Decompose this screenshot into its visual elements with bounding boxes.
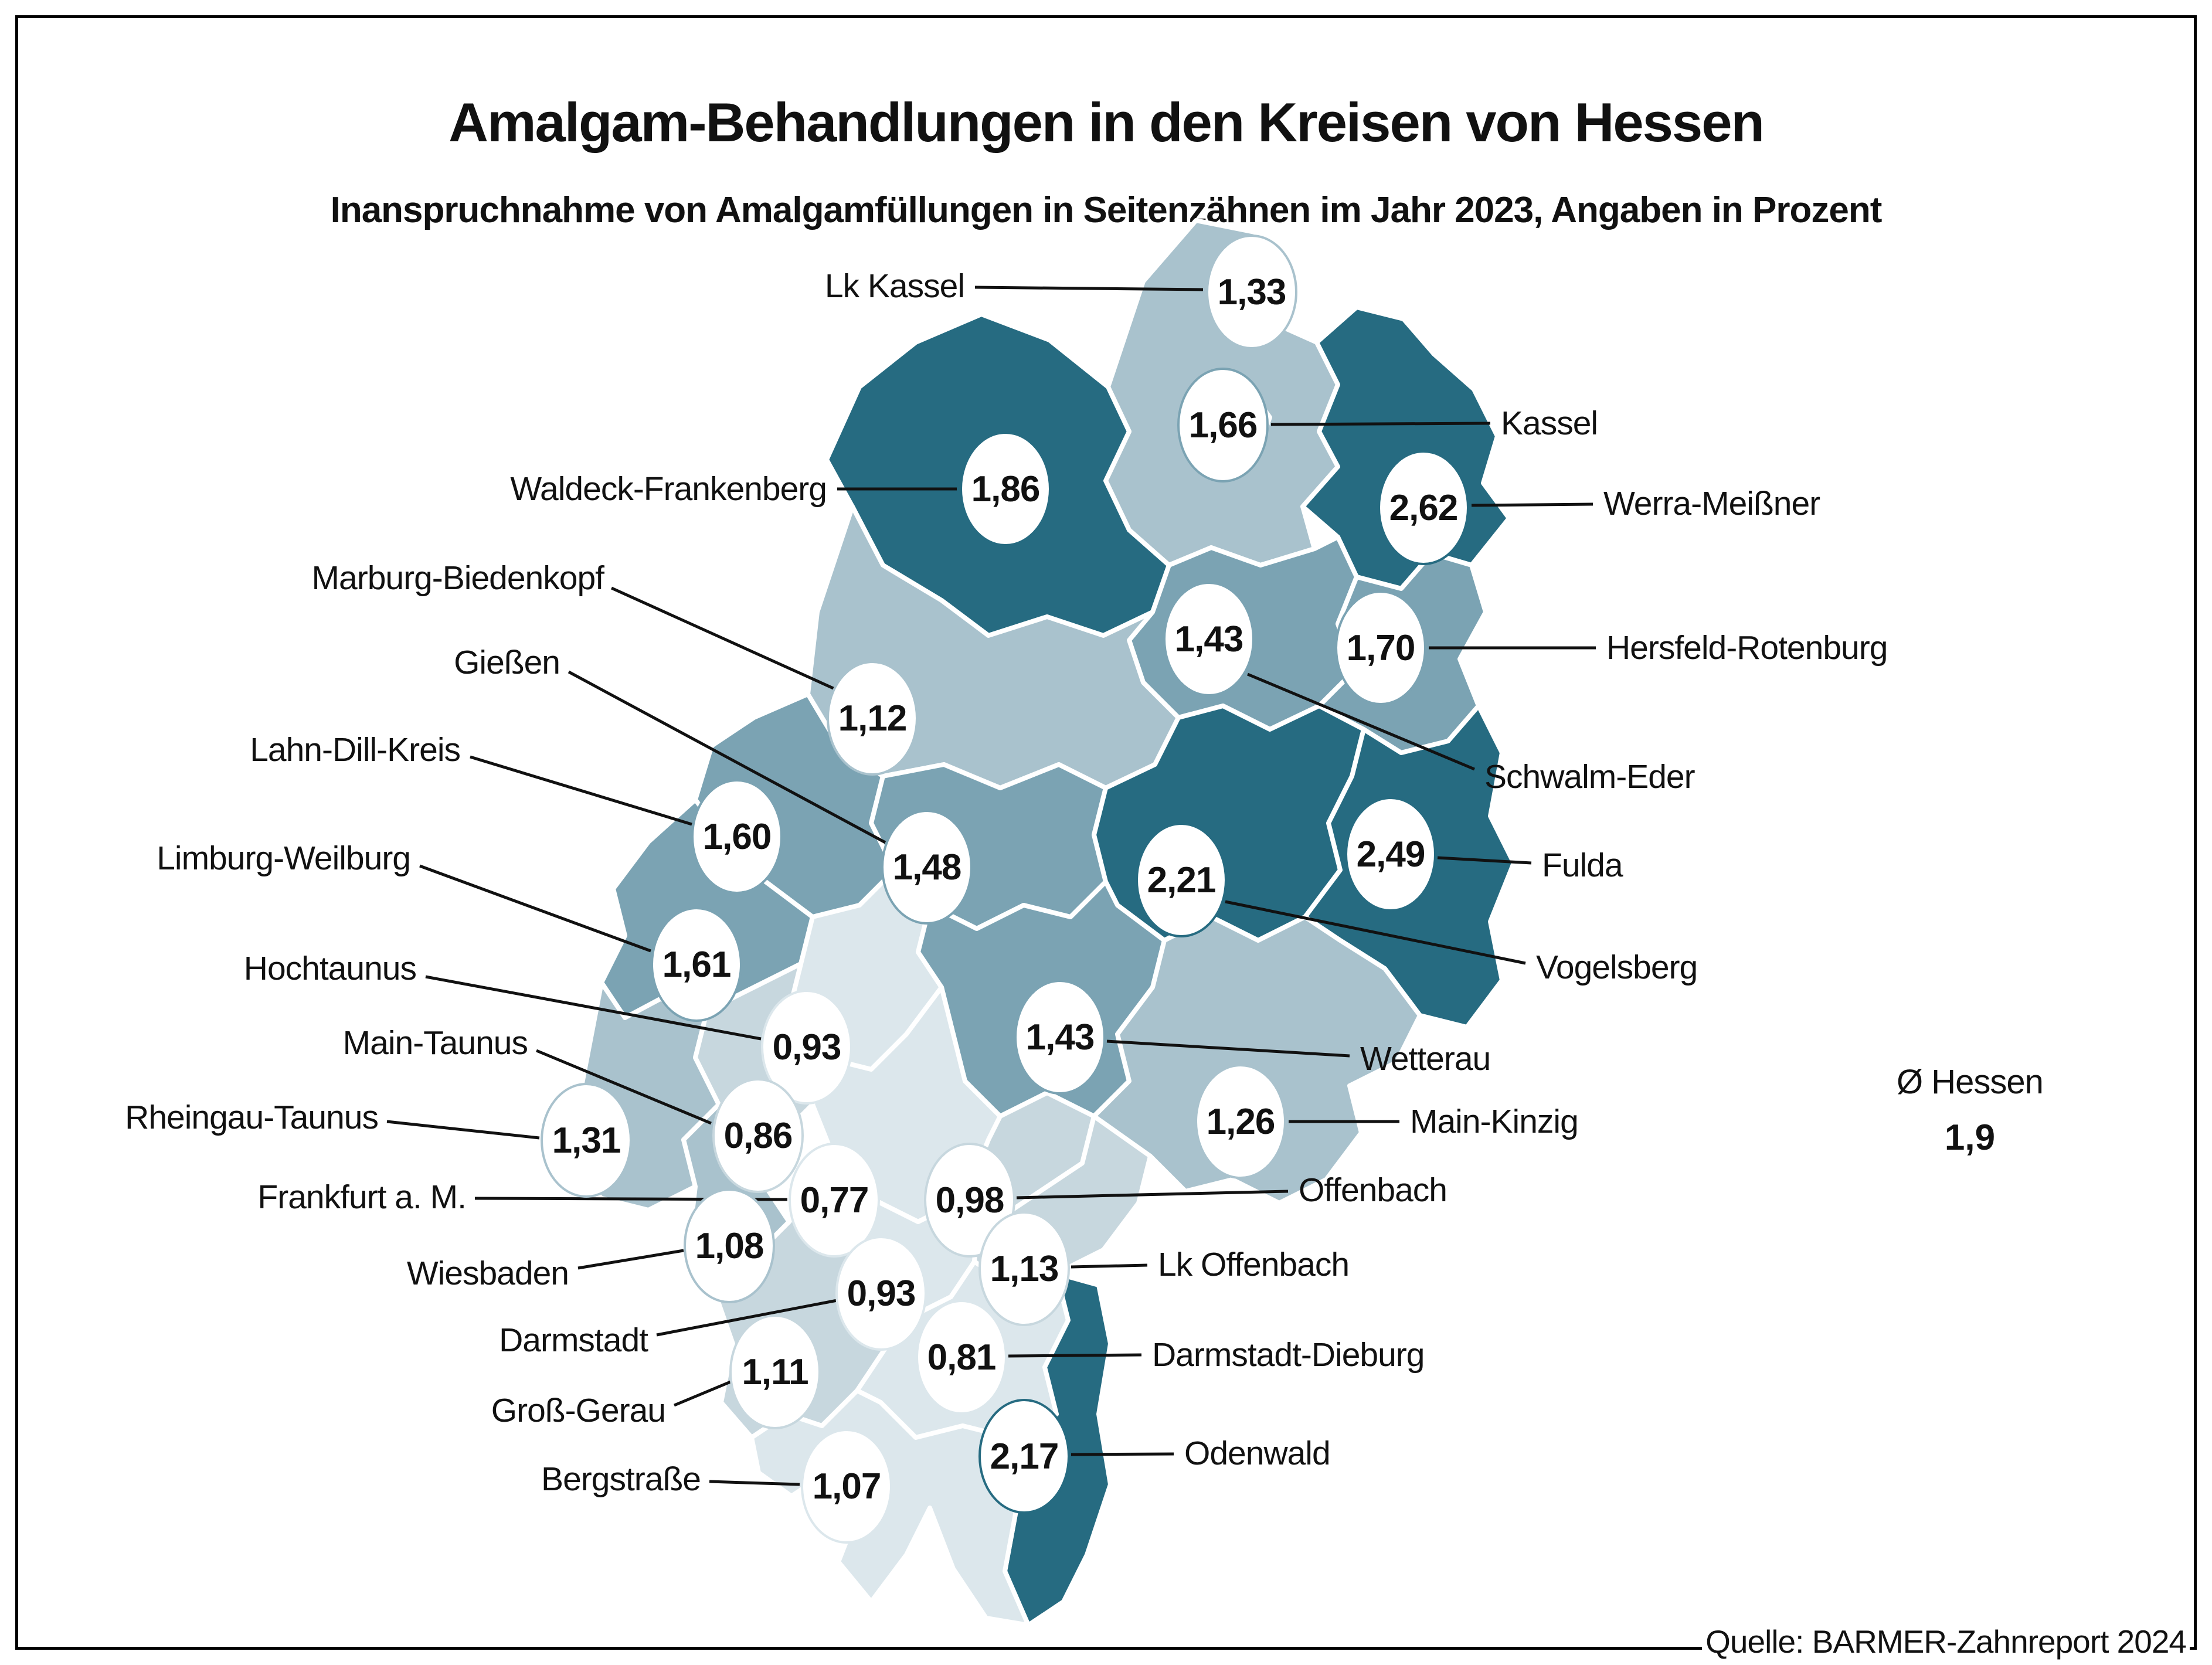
district-label-frankfurt: Frankfurt a. M. (257, 1178, 467, 1216)
value-badge-wiesbaden: 1,08 (684, 1188, 775, 1303)
district-label-gross-gerau: Groß-Gerau (491, 1392, 666, 1429)
value-badge-frankfurt: 0,77 (789, 1143, 880, 1258)
district-label-main-kinzig: Main-Kinzig (1410, 1103, 1579, 1140)
district-label-waldeck-frankenberg: Waldeck-Frankenberg (510, 470, 827, 508)
district-label-wiesbaden: Wiesbaden (406, 1255, 569, 1292)
district-label-wetterau: Wetterau (1360, 1040, 1491, 1078)
value-badge-bergstrasse: 1,07 (801, 1429, 892, 1544)
district-label-kassel: Kassel (1501, 405, 1598, 442)
value-badge-main-taunus: 0,86 (712, 1078, 804, 1193)
district-label-darmstadt-dieburg: Darmstadt-Dieburg (1152, 1336, 1425, 1374)
district-label-main-taunus: Main-Taunus (342, 1024, 528, 1062)
value-badge-wetterau: 1,43 (1014, 980, 1106, 1095)
value-badge-limburg-weilburg: 1,61 (651, 907, 742, 1022)
value-badge-lk-kassel: 1,33 (1206, 235, 1297, 349)
value-badge-darmstadt: 0,93 (835, 1236, 927, 1351)
district-label-werra-meissner: Werra-Meißner (1603, 485, 1820, 522)
district-label-lahn-dill-kreis: Lahn-Dill-Kreis (250, 731, 461, 769)
value-badge-lahn-dill-kreis: 1,60 (691, 779, 783, 894)
state-average-value: 1,9 (1944, 1117, 1996, 1158)
district-label-darmstadt: Darmstadt (499, 1321, 648, 1359)
value-badge-giessen: 1,48 (881, 810, 973, 925)
state-average: Ø Hessen 1,9 (1835, 1062, 2105, 1158)
district-label-fulda: Fulda (1542, 847, 1623, 884)
district-label-rheingau-taunus: Rheingau-Taunus (125, 1099, 379, 1136)
district-label-marburg-biedenkopf: Marburg-Biedenkopf (311, 559, 604, 597)
value-badge-vogelsberg: 2,21 (1136, 823, 1227, 937)
district-label-hersfeld-rotenburg: Hersfeld-Rotenburg (1606, 629, 1888, 667)
value-badge-kassel: 1,66 (1177, 368, 1269, 482)
district-label-lk-offenbach: Lk Offenbach (1158, 1246, 1350, 1283)
district-label-vogelsberg: Vogelsberg (1536, 949, 1698, 986)
page-subtitle: Inanspruchnahme von Amalgamfüllungen in … (330, 190, 1883, 231)
value-badge-main-kinzig: 1,26 (1195, 1064, 1286, 1179)
district-label-lk-kassel: Lk Kassel (824, 267, 965, 305)
value-badge-rheingau-taunus: 1,31 (541, 1083, 632, 1198)
district-label-schwalm-eder: Schwalm-Eder (1484, 758, 1695, 796)
page-title: Amalgam-Behandlungen in den Kreisen von … (448, 91, 1765, 153)
district-label-bergstrasse: Bergstraße (541, 1460, 701, 1498)
value-badge-werra-meissner: 2,62 (1378, 450, 1469, 565)
value-badge-marburg-biedenkopf: 1,12 (827, 661, 918, 776)
value-badge-fulda: 2,49 (1345, 797, 1436, 912)
value-badge-odenwald: 2,17 (978, 1399, 1070, 1514)
state-average-label: Ø Hessen (1897, 1063, 2044, 1101)
district-label-limburg-weilburg: Limburg-Weilburg (157, 840, 411, 877)
district-label-offenbach: Offenbach (1299, 1171, 1448, 1209)
district-label-hochtaunus: Hochtaunus (243, 950, 417, 987)
value-badge-gross-gerau: 1,11 (729, 1314, 821, 1429)
value-badge-hersfeld-rotenburg: 1,70 (1335, 590, 1426, 705)
value-badge-schwalm-eder: 1,43 (1163, 582, 1255, 696)
district-label-odenwald: Odenwald (1184, 1435, 1331, 1472)
source-credit: Quelle: BARMER-Zahnreport 2024 (1702, 1622, 2190, 1661)
value-badge-darmstadt-dieburg: 0,81 (916, 1300, 1007, 1415)
value-badge-waldeck-frankenberg: 1,86 (960, 431, 1051, 546)
leader-line-rheingau-taunus (386, 1120, 540, 1140)
district-label-giessen: Gießen (454, 644, 560, 681)
value-badge-lk-offenbach: 1,13 (978, 1211, 1070, 1326)
